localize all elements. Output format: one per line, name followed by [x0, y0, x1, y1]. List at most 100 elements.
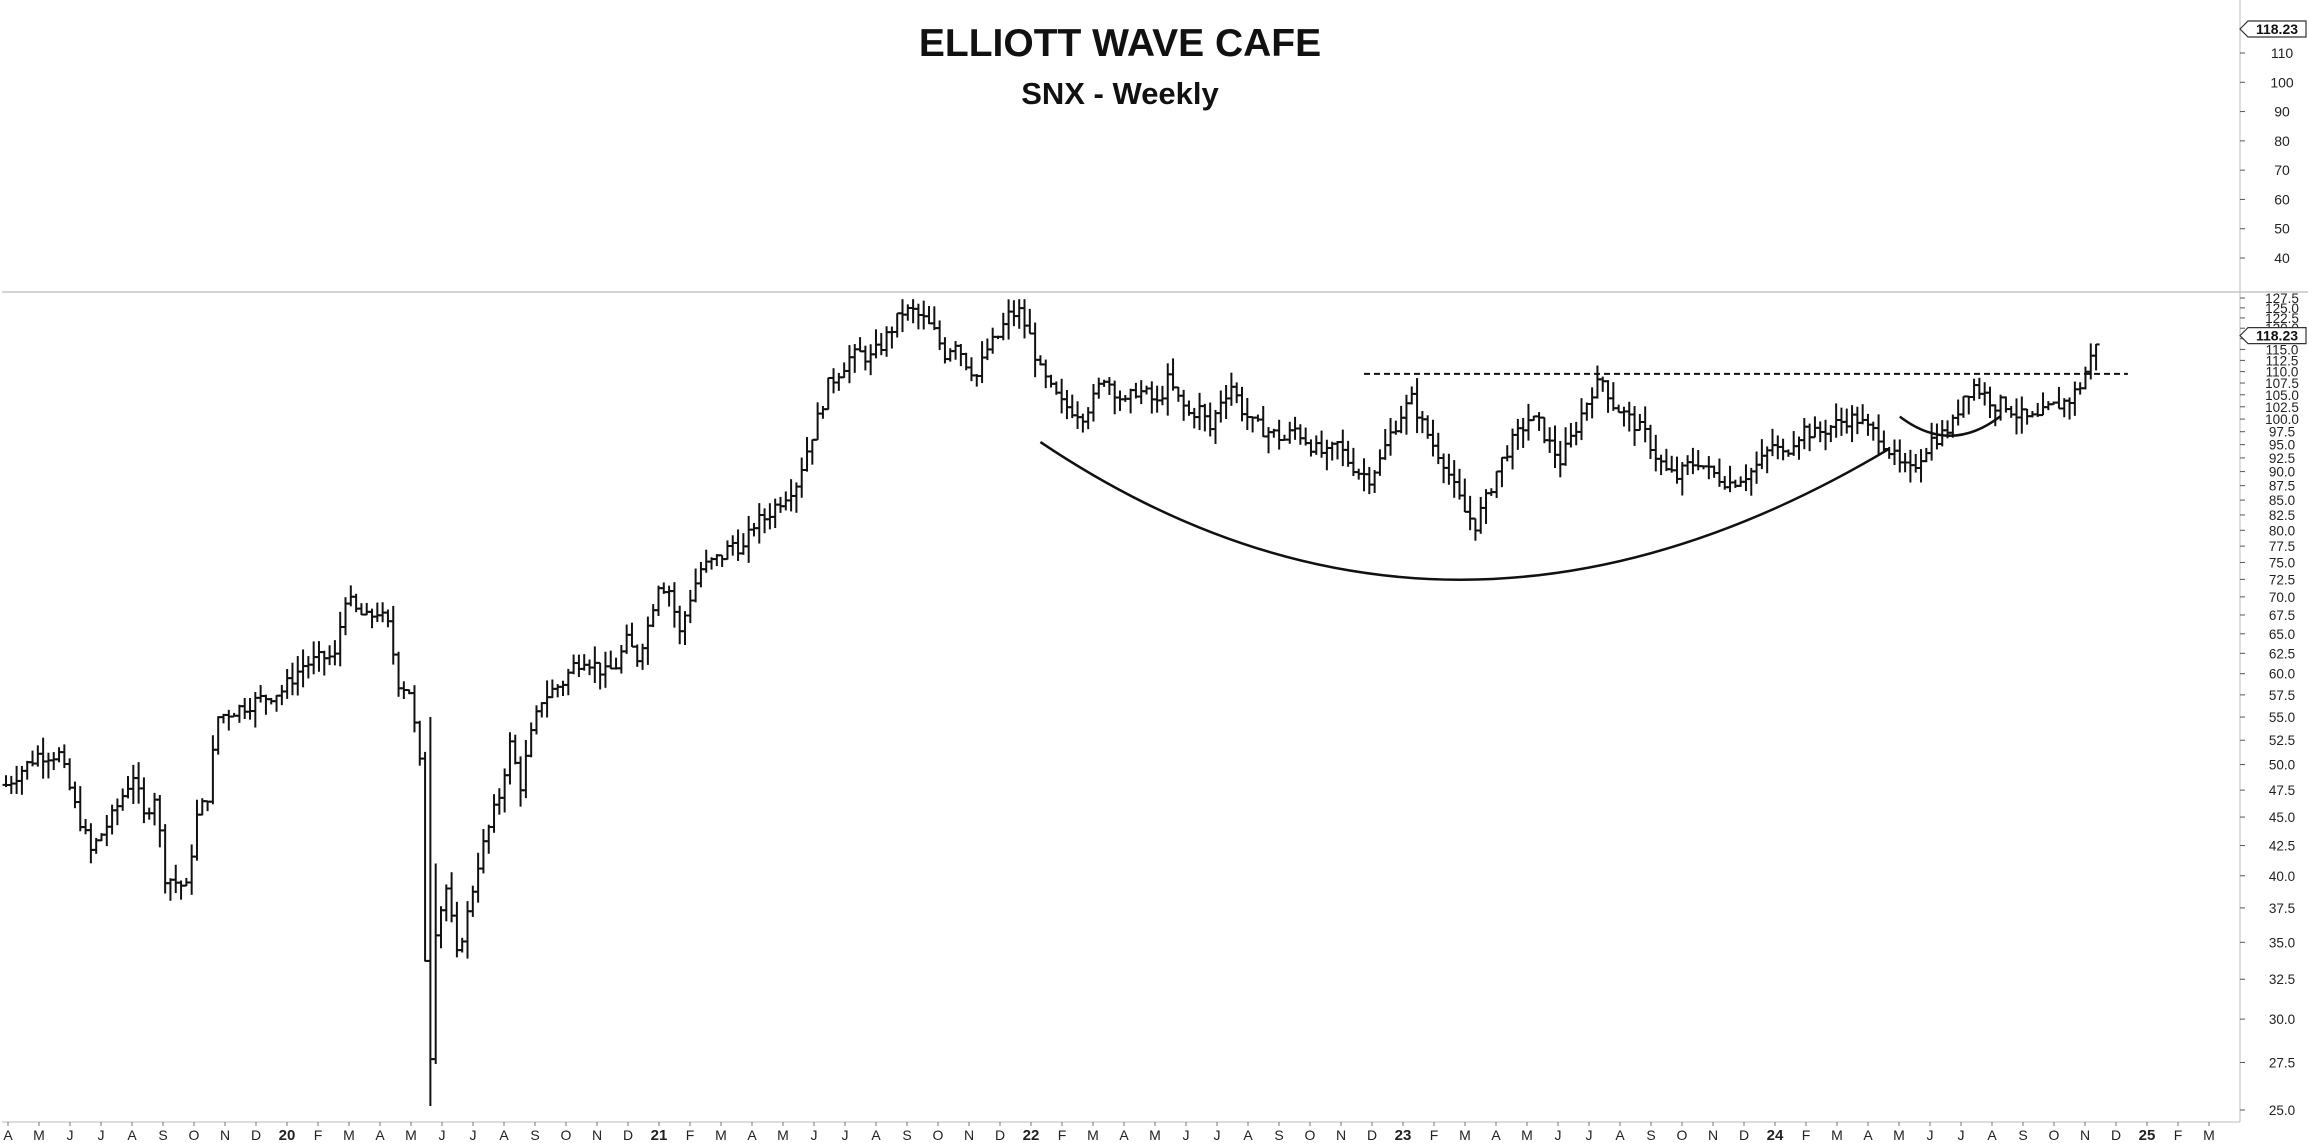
lower-y-tick-label: 45.0 — [2269, 810, 2295, 825]
ohlc-bar — [1822, 419, 1830, 451]
x-axis-month-label: A — [1987, 1127, 1997, 1143]
ohlc-bar — [670, 582, 678, 628]
ohlc-bar — [76, 786, 84, 832]
ohlc-bar — [543, 680, 551, 718]
ohlc-bar — [1015, 299, 1023, 329]
lower-y-tick-label: 125.0 — [2265, 301, 2299, 316]
x-axis-month-label: J — [1586, 1127, 1593, 1143]
ohlc-bar — [1662, 448, 1670, 472]
x-axis-month-label: O — [561, 1127, 572, 1143]
ohlc-bar — [1005, 299, 1013, 340]
ohlc-bar — [999, 312, 1007, 341]
ohlc-bar — [1938, 420, 1946, 447]
x-axis-month-label: A — [1243, 1127, 1253, 1143]
lower-y-tick-label: 32.5 — [2269, 972, 2295, 987]
ohlc-bar — [7, 775, 15, 794]
ohlc-bar — [591, 646, 599, 684]
chart-subtitle: SNX - Weekly — [1021, 76, 1219, 111]
lower-y-tick-label: 122.5 — [2265, 311, 2299, 326]
ohlc-bar — [506, 732, 514, 785]
ohlc-bar — [1503, 445, 1511, 462]
ohlc-bar — [172, 864, 180, 894]
x-axis-month-label: S — [902, 1127, 911, 1143]
ohlc-bar — [1583, 402, 1591, 421]
chart-title: ELLIOTT WAVE CAFE — [918, 22, 1322, 65]
x-axis-year-label: 25 — [2139, 1127, 2156, 1143]
ohlc-bar — [1535, 412, 1543, 431]
ohlc-bar — [1896, 439, 1904, 473]
lower-y-tick-label: 75.0 — [2269, 555, 2295, 570]
ohlc-bar — [1965, 395, 1973, 415]
ohlc-bar — [692, 568, 700, 603]
ohlc-bar — [2071, 381, 2079, 416]
lower-y-tick-label: 57.5 — [2269, 688, 2295, 703]
ohlc-bar — [1678, 462, 1686, 496]
ohlc-bar — [1620, 406, 1628, 427]
lower-y-tick-label: 30.0 — [2269, 1012, 2295, 1027]
x-axis-month-label: N — [964, 1127, 974, 1143]
ohlc-bar — [936, 320, 944, 351]
ohlc-bar — [368, 608, 376, 629]
upper-y-tick-label: 80 — [2274, 133, 2290, 149]
ohlc-bar — [628, 622, 636, 648]
ohlc-bar — [432, 863, 440, 1065]
ohlc-bar — [798, 457, 806, 498]
lower-y-tick-label: 37.5 — [2269, 901, 2295, 916]
x-axis-month-label: F — [1802, 1127, 1811, 1143]
x-axis-month-label: M — [33, 1127, 45, 1143]
ohlc-bar — [867, 344, 875, 376]
ohlc-bar — [1450, 460, 1458, 498]
x-axis-month-label: M — [2203, 1127, 2215, 1143]
ohlc-bar — [1307, 439, 1315, 457]
ohlc-bar — [1254, 414, 1262, 422]
ohlc-bar — [814, 402, 822, 441]
ohlc-bar — [883, 326, 891, 357]
lower-last-price-label: 118.23 — [2256, 328, 2298, 344]
ohlc-bar — [718, 554, 726, 568]
x-axis-month-label: M — [715, 1127, 727, 1143]
x-axis-month-label: J — [1927, 1127, 1934, 1143]
x-axis-month-label: D — [2111, 1127, 2121, 1143]
ohlc-bar — [1514, 418, 1522, 450]
ohlc-bar — [1790, 431, 1798, 456]
ohlc-bar — [1259, 405, 1267, 438]
ohlc-bar — [729, 535, 737, 556]
lower-y-tick-label: 55.0 — [2269, 710, 2295, 725]
upper-y-tick-label: 70 — [2274, 162, 2290, 178]
ohlc-bar — [437, 906, 445, 949]
lower-y-tick-label: 80.0 — [2269, 523, 2295, 538]
ohlc-bar — [830, 368, 838, 394]
ohlc-bar — [1095, 377, 1103, 399]
ohlc-bar — [1466, 495, 1474, 531]
lower-y-tick-label: 102.5 — [2265, 400, 2299, 415]
x-axis-month-label: A — [499, 1127, 509, 1143]
ohlc-bar — [479, 829, 487, 874]
x-axis-year-label: 21 — [651, 1127, 668, 1143]
ohlc-bar — [257, 684, 265, 703]
ohlc-bar — [1392, 420, 1400, 435]
ohlc-bar — [1646, 424, 1654, 460]
ohlc-bar — [686, 589, 694, 624]
ohlc-bar — [2066, 397, 2074, 420]
ohlc-bar — [474, 852, 482, 903]
ohlc-bar — [1694, 450, 1702, 471]
ohlc-bar — [453, 901, 461, 958]
ohlc-bar — [1859, 404, 1867, 425]
lower-y-tick-label: 100.0 — [2265, 412, 2299, 427]
ohlc-bar — [395, 651, 403, 697]
ohlc-bar — [1169, 358, 1177, 391]
ohlc-bar — [1190, 407, 1198, 429]
lower-y-tick-label: 105.0 — [2265, 388, 2299, 403]
ohlc-bar — [538, 702, 546, 718]
ohlc-bar — [761, 508, 769, 534]
ohlc-bar — [1243, 397, 1251, 431]
ohlc-bar — [617, 644, 625, 674]
x-axis-year-label: 20 — [279, 1127, 296, 1143]
ohlc-bar — [156, 795, 164, 848]
x-axis-month-label: N — [1708, 1127, 1718, 1143]
x-axis-month-label: O — [1305, 1127, 1316, 1143]
ohlc-bar — [124, 776, 132, 799]
ohlc-bar — [1885, 446, 1893, 459]
ohlc-bar — [904, 304, 912, 321]
x-axis-month-label: N — [2080, 1127, 2090, 1143]
